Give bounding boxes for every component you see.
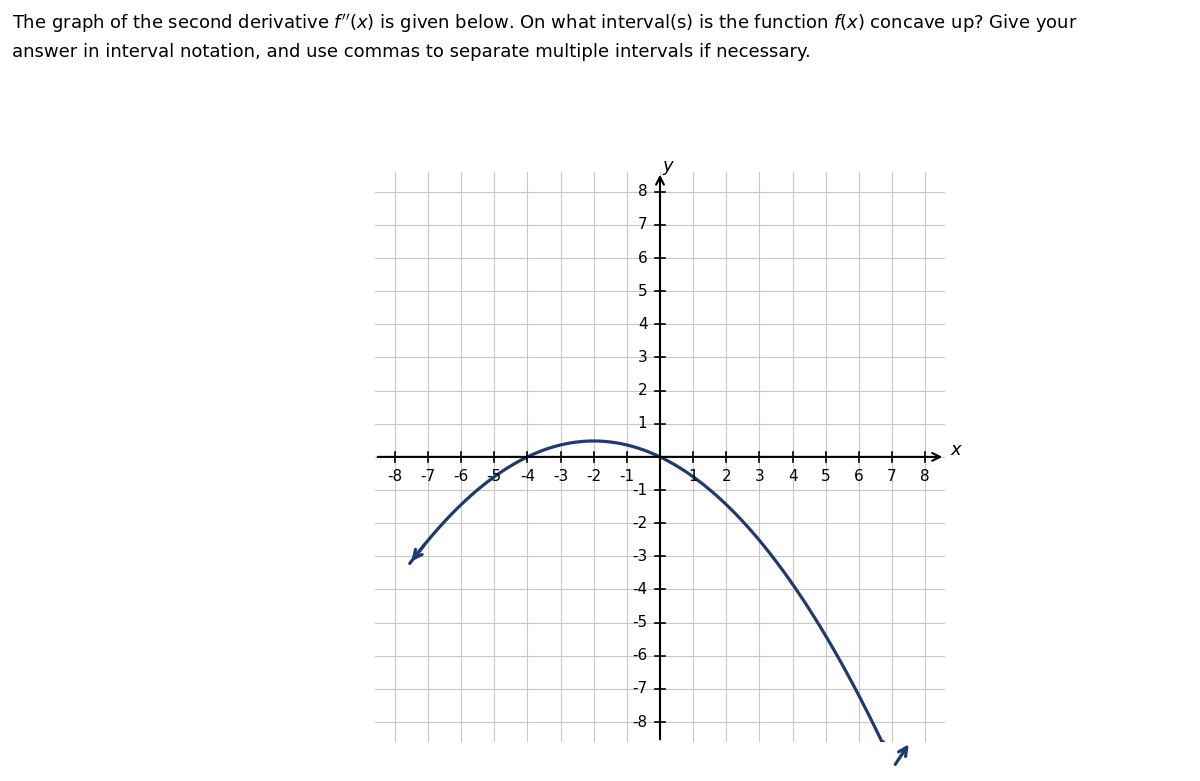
Text: 7: 7 xyxy=(887,469,896,484)
Text: 2: 2 xyxy=(637,383,648,398)
Text: -7: -7 xyxy=(632,681,648,697)
Text: 6: 6 xyxy=(854,469,864,484)
Text: 5: 5 xyxy=(637,284,648,298)
Text: answer in interval notation, and use commas to separate multiple intervals if ne: answer in interval notation, and use com… xyxy=(12,43,811,61)
Text: 8: 8 xyxy=(920,469,930,484)
Text: 2: 2 xyxy=(721,469,731,484)
Text: 8: 8 xyxy=(637,184,648,199)
Text: 5: 5 xyxy=(821,469,830,484)
Text: -1: -1 xyxy=(632,483,648,497)
Text: -6: -6 xyxy=(632,648,648,663)
Text: y: y xyxy=(662,157,673,175)
Text: -3: -3 xyxy=(632,549,648,564)
Text: -2: -2 xyxy=(586,469,601,484)
Text: -6: -6 xyxy=(454,469,469,484)
Text: 3: 3 xyxy=(637,350,648,365)
Text: 4: 4 xyxy=(787,469,798,484)
Text: 6: 6 xyxy=(637,251,648,266)
Text: x: x xyxy=(950,440,961,458)
Text: -4: -4 xyxy=(520,469,535,484)
Text: 7: 7 xyxy=(637,217,648,233)
Text: 1: 1 xyxy=(637,416,648,431)
Text: -8: -8 xyxy=(632,715,648,729)
Text: -1: -1 xyxy=(619,469,635,484)
Text: -3: -3 xyxy=(553,469,568,484)
Text: -5: -5 xyxy=(487,469,502,484)
Text: 4: 4 xyxy=(637,317,648,332)
Text: -5: -5 xyxy=(632,615,648,630)
Text: -7: -7 xyxy=(420,469,436,484)
Text: The graph of the second derivative $f''(x)$ is given below. On what interval(s) : The graph of the second derivative $f''(… xyxy=(12,12,1078,34)
Text: 1: 1 xyxy=(689,469,698,484)
Text: 3: 3 xyxy=(755,469,764,484)
Text: -4: -4 xyxy=(632,582,648,597)
Text: -8: -8 xyxy=(388,469,402,484)
Text: -2: -2 xyxy=(632,515,648,530)
